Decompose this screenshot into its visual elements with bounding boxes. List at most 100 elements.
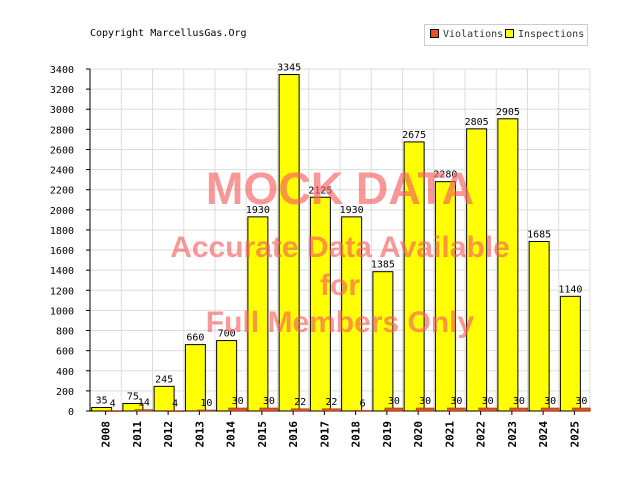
x-tick-label-2014: 2014 [225, 421, 238, 448]
data-label-violations-2023: 30 [513, 396, 525, 407]
data-label-inspections-2008: 35 [96, 395, 108, 406]
bar-violations-2016 [290, 408, 310, 412]
bar-inspections-2015 [247, 216, 269, 412]
y-tick-label: 1800 [50, 226, 74, 237]
bar-violations-2020 [415, 407, 435, 412]
data-label-inspections-2021: 2280 [433, 170, 457, 181]
y-tick-label: 1600 [50, 246, 74, 257]
y-tick-label: 600 [56, 347, 74, 358]
x-tick-label-2024: 2024 [537, 421, 550, 448]
bar-inspections-2024 [528, 241, 550, 412]
legend-item-inspections: Inspections [505, 29, 584, 40]
x-tick-label-2020: 2020 [412, 421, 425, 448]
data-label-violations-2020: 30 [419, 396, 431, 407]
data-label-inspections-2016: 3345 [277, 63, 301, 74]
bar-inspections-2020 [403, 141, 425, 412]
x-tick-label-2017: 2017 [318, 421, 331, 448]
bar-violations-2021 [447, 407, 466, 412]
y-tick-label: 2200 [50, 186, 74, 197]
x-tick-label-2019: 2019 [381, 421, 394, 448]
legend-label-inspections: Inspections [518, 29, 585, 40]
bar-violations-2022 [478, 407, 497, 412]
bar-violations-2012 [165, 410, 185, 412]
y-tick-label: 1000 [50, 306, 74, 317]
data-label-violations-2013: 10 [200, 398, 212, 409]
bar-inspections-2019 [372, 271, 394, 412]
data-label-inspections-2019: 1385 [371, 260, 395, 271]
legend-swatch-inspections [505, 29, 514, 38]
data-label-violations-2012: 4 [172, 399, 178, 410]
y-tick-label: 3400 [50, 65, 74, 76]
bar-inspections-2014 [216, 340, 238, 412]
bar-violations-2024 [540, 407, 560, 412]
bar-violations-2018 [353, 410, 372, 412]
bar-inspections-2012 [153, 385, 175, 412]
data-label-violations-2014: 30 [232, 396, 244, 407]
x-tick-label-2011: 2011 [131, 421, 144, 448]
bar-inspections-2025 [559, 295, 581, 412]
y-tick-label: 2800 [50, 125, 74, 136]
data-label-inspections-2015: 1930 [246, 205, 270, 216]
data-label-inspections-2020: 2675 [402, 130, 426, 141]
data-label-inspections-2023: 2905 [496, 107, 520, 118]
data-label-violations-2011: 14 [138, 398, 150, 409]
data-label-violations-2019: 30 [388, 396, 400, 407]
x-tick-label-2013: 2013 [193, 421, 206, 448]
copyright-text: Copyright MarcellusGas.Org [90, 28, 247, 39]
bar-violations-2019 [384, 407, 404, 412]
bar-violations-2015 [259, 407, 279, 412]
y-tick-label: 2600 [50, 145, 74, 156]
x-tick-label-2012: 2012 [162, 421, 175, 448]
x-tick-label-2021: 2021 [443, 421, 456, 448]
x-tick-label-2016: 2016 [287, 421, 300, 448]
data-label-inspections-2013: 660 [186, 333, 204, 344]
data-label-violations-2025: 30 [575, 396, 587, 407]
data-label-violations-2021: 30 [450, 396, 462, 407]
bar-violations-2025 [572, 407, 591, 412]
y-tick-label: 0 [68, 407, 74, 418]
data-label-inspections-2022: 2805 [465, 117, 489, 128]
x-tick-label-2008: 2008 [100, 421, 113, 448]
x-tick-label-2015: 2015 [256, 421, 269, 448]
data-label-inspections-2024: 1685 [527, 230, 551, 241]
bar-violations-2011 [134, 409, 154, 412]
y-tick-label: 2000 [50, 206, 74, 217]
legend-label-violations: Violations [443, 29, 504, 40]
bar-violations-2023 [509, 407, 529, 412]
bar-inspections-2018 [341, 216, 363, 412]
y-tick-label: 1400 [50, 266, 74, 277]
bar-inspections-2021 [434, 181, 456, 412]
bar-inspections-2023 [497, 118, 519, 412]
legend: Violations Inspections [424, 24, 588, 46]
x-tick-label-2022: 2022 [475, 421, 488, 448]
data-label-violations-2016: 22 [294, 397, 306, 408]
data-label-violations-2015: 30 [263, 396, 275, 407]
data-label-inspections-2018: 1930 [340, 205, 364, 216]
y-tick-label: 200 [56, 387, 74, 398]
data-label-inspections-2011: 75 [127, 391, 139, 402]
data-label-inspections-2025: 1140 [558, 284, 582, 295]
data-label-violations-2024: 30 [544, 396, 556, 407]
bar-inspections-2011 [122, 402, 144, 412]
bar-inspections-2016 [278, 74, 300, 412]
y-tick-label: 400 [56, 367, 74, 378]
bar-violations-2017 [322, 408, 341, 412]
bar-inspections-2008 [91, 406, 113, 412]
data-label-inspections-2017: 2125 [308, 185, 332, 196]
data-label-inspections-2014: 700 [218, 329, 236, 340]
y-tick-label: 800 [56, 327, 74, 338]
data-label-violations-2018: 6 [360, 398, 366, 409]
bar-inspections-2017 [309, 196, 331, 412]
y-tick-label: 2400 [50, 166, 74, 177]
data-label-violations-2022: 30 [482, 396, 494, 407]
data-label-inspections-2012: 245 [155, 374, 173, 385]
x-tick-label-2023: 2023 [506, 421, 519, 448]
y-tick-label: 3200 [50, 85, 74, 96]
bar-violations-2014 [228, 407, 247, 412]
bar-violations-2013 [197, 409, 216, 412]
y-tick-label: 1200 [50, 286, 74, 297]
data-label-violations-2017: 22 [325, 397, 337, 408]
legend-item-violations: Violations [430, 29, 503, 40]
